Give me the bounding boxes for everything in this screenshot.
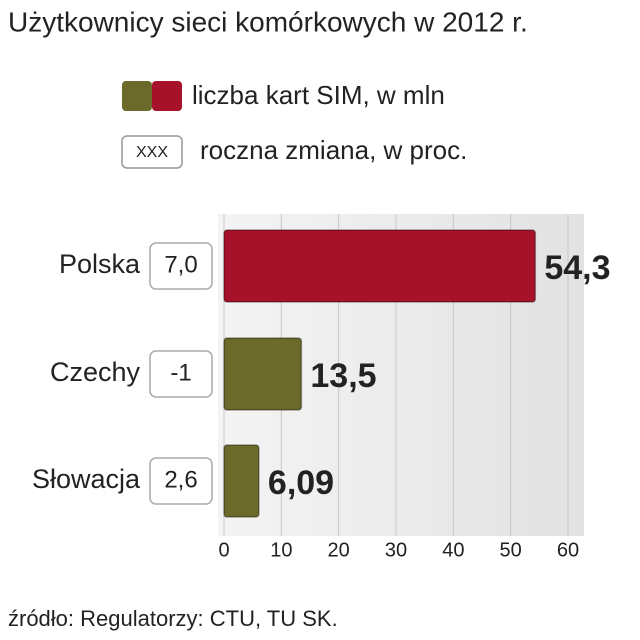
x-tick-label: 0: [218, 539, 229, 561]
x-tick-label: 50: [500, 539, 522, 561]
legend-label: liczba kart SIM, w mln: [192, 80, 445, 110]
change-box: [149, 350, 213, 398]
bar: [223, 337, 303, 411]
category-label: Czechy: [50, 357, 141, 387]
change-label: -1: [170, 359, 191, 386]
bar: [223, 229, 537, 303]
value-label: 13,5: [310, 357, 376, 395]
x-tick-label: 60: [557, 539, 579, 561]
x-tick-label: 20: [328, 539, 350, 561]
x-tick-label: 10: [270, 539, 292, 561]
source: źródło: Regulatorzy: CTU, TU SK.: [8, 606, 338, 631]
change-label: 2,6: [164, 466, 197, 493]
value-label: 54,3: [544, 249, 610, 287]
category-label: Polska: [59, 249, 141, 279]
change-box: [149, 457, 213, 505]
x-tick-label: 30: [385, 539, 407, 561]
legend-swatch: [122, 81, 152, 111]
change-box: [149, 242, 213, 290]
legend-label: roczna zmiana, w proc.: [200, 135, 467, 165]
change-label: 7,0: [164, 251, 197, 278]
category-label: Słowacja: [32, 464, 141, 494]
legend-box-text: XXX: [136, 144, 168, 161]
chart-title: Użytkownicy sieci komórkowych w 2012 r.: [8, 6, 528, 37]
x-tick-label: 40: [442, 539, 464, 561]
bar: [223, 444, 260, 518]
value-label: 6,09: [268, 464, 334, 502]
legend-swatch: [152, 81, 182, 111]
legend-box: [121, 135, 183, 169]
